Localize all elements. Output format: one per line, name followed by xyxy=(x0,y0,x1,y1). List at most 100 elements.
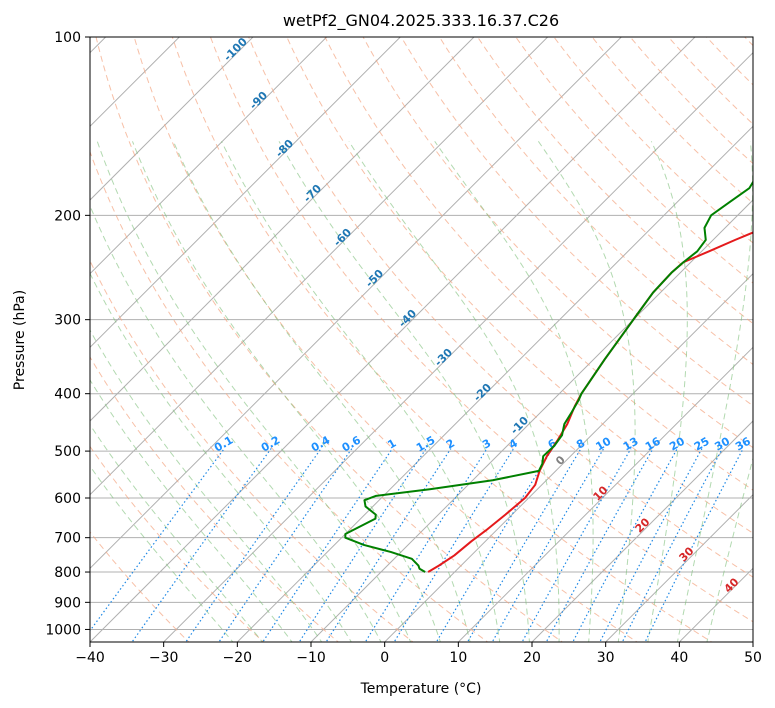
isotherm-line xyxy=(90,37,623,570)
dry-adiabat-line xyxy=(400,37,753,407)
dry-adiabat-line xyxy=(629,37,753,165)
mixing-ratio-line xyxy=(621,448,723,642)
moist-adiabat-line xyxy=(706,456,753,642)
dry-adiabat-line xyxy=(95,37,564,642)
dry-adiabat-line xyxy=(362,37,753,449)
dewpoint-profile-line xyxy=(344,180,753,573)
dry-adiabat-label: -50 xyxy=(363,267,386,290)
moist-adiabat-line xyxy=(90,272,352,642)
dry-adiabat-line xyxy=(133,37,638,642)
mixing-ratio-line xyxy=(521,448,632,642)
dry-adiabat-line xyxy=(90,356,339,642)
y-tick-label: 600 xyxy=(54,491,81,507)
moist-adiabat-label: 20 xyxy=(633,515,653,535)
mixing-ratio-label: 8 xyxy=(574,437,587,452)
dry-adiabat-line xyxy=(209,37,753,623)
mixing-ratio-line xyxy=(393,448,515,642)
moist-adiabat-label: 40 xyxy=(722,575,742,595)
dry-adiabat-label: -40 xyxy=(396,307,419,330)
isotherm-line xyxy=(236,125,753,642)
x-tick-label: 40 xyxy=(670,650,688,666)
isotherm-line xyxy=(604,493,753,642)
y-tick-label: 1000 xyxy=(45,622,81,638)
dry-adiabat-label: -80 xyxy=(273,137,296,160)
y-tick-label: 100 xyxy=(54,30,81,46)
moist-adiabat-label: 10 xyxy=(591,483,611,503)
x-tick-label: −20 xyxy=(223,650,253,666)
mixing-ratio-label: 3 xyxy=(480,437,493,452)
isotherm-line xyxy=(752,641,753,642)
dry-adiabat-line xyxy=(770,24,775,645)
mixing-ratio-line xyxy=(644,448,744,642)
mixing-ratio-line xyxy=(572,448,678,642)
x-tick-label: 50 xyxy=(744,650,762,666)
moist-adiabat-line xyxy=(676,141,753,642)
moist-adiabat-label: 30 xyxy=(677,544,697,564)
dry-adiabat-label: -100 xyxy=(221,35,250,64)
isotherm-line xyxy=(90,37,254,201)
mixing-ratio-line xyxy=(364,448,488,642)
isotherm-line xyxy=(90,37,328,275)
isotherm-line xyxy=(90,37,696,642)
background-lines xyxy=(90,24,775,645)
mixing-ratio-line xyxy=(435,448,553,642)
x-tick-label: −40 xyxy=(75,650,105,666)
dry-adiabat-label: -60 xyxy=(331,226,354,249)
plot-frame xyxy=(89,36,754,643)
dry-adiabat-line xyxy=(744,37,753,47)
moist-adiabat-line xyxy=(278,141,530,642)
mixing-ratio-line xyxy=(218,448,353,642)
moist-adiabat-line xyxy=(172,141,471,642)
moist-adiabat-line xyxy=(90,329,323,642)
dry-adiabat-line xyxy=(705,37,753,86)
isotherm-line xyxy=(90,37,402,349)
dry-adiabat-label: -30 xyxy=(432,346,455,369)
mixing-ratio-label: 4 xyxy=(507,436,520,451)
dry-adiabat-label: -90 xyxy=(247,89,270,112)
x-tick-label: −10 xyxy=(296,650,326,666)
x-tick-label: 20 xyxy=(523,650,541,666)
mixing-ratio-line xyxy=(262,448,393,642)
isotherm-line xyxy=(383,272,753,642)
mixing-ratio-line xyxy=(185,448,322,642)
dry-adiabat-line xyxy=(591,37,753,204)
dry-adiabat-label: -20 xyxy=(471,381,494,404)
isotherm-line xyxy=(162,51,753,642)
y-tick-label: 700 xyxy=(54,531,81,547)
y-tick-label: 800 xyxy=(54,565,81,581)
moist-adiabat-line xyxy=(90,379,293,642)
isotherm-line xyxy=(310,199,753,642)
isotherm-line xyxy=(90,37,475,422)
y-axis-title: Pressure (hPa) xyxy=(12,290,28,390)
profiles xyxy=(344,180,753,573)
y-axis-ticks: 100 200 300 400 500 600 700 800 900 1000 xyxy=(45,30,90,638)
plot-area: -100-90-80-70-60-50-40-30-20-100.1 0.2 0.4… xyxy=(90,24,775,645)
dry-adiabat-line xyxy=(286,37,753,534)
moist-adiabat-line xyxy=(348,141,560,642)
mixing-ratio-line xyxy=(131,448,272,642)
y-tick-label: 500 xyxy=(54,444,81,460)
x-tick-label: 0 xyxy=(380,650,389,666)
moist-adiabat-line xyxy=(90,465,234,642)
moist-adiabat-line xyxy=(96,141,412,642)
mixing-ratio-line xyxy=(545,448,654,642)
y-tick-label: 400 xyxy=(54,387,81,403)
moist-adiabat-line xyxy=(434,141,594,642)
dry-adiabat-line xyxy=(438,37,753,366)
moist-adiabat-line xyxy=(647,141,688,642)
mixing-ratio-label: 2 xyxy=(444,437,457,452)
moist-adiabat-line xyxy=(537,141,636,642)
moist-adiabat-line xyxy=(221,141,501,642)
mixing-ratio-label: 1 xyxy=(385,437,398,452)
mixing-ratio-line xyxy=(325,448,452,642)
dry-adiabat-line xyxy=(90,150,489,642)
dry-adiabat-line xyxy=(90,531,190,642)
y-tick-label: 900 xyxy=(54,595,81,611)
isotherm-line xyxy=(90,37,181,128)
x-axis-ticks: −40 −30 −20 −10 0 10 20 30 40 50 xyxy=(75,642,762,666)
x-tick-label: 10 xyxy=(449,650,467,666)
mixing-ratio-line xyxy=(466,448,582,642)
dry-adiabat-line xyxy=(90,259,414,642)
isotherm-line xyxy=(457,346,753,642)
chart-title: wetPf2_GN04.2025.333.16.37.C26 xyxy=(283,11,559,31)
